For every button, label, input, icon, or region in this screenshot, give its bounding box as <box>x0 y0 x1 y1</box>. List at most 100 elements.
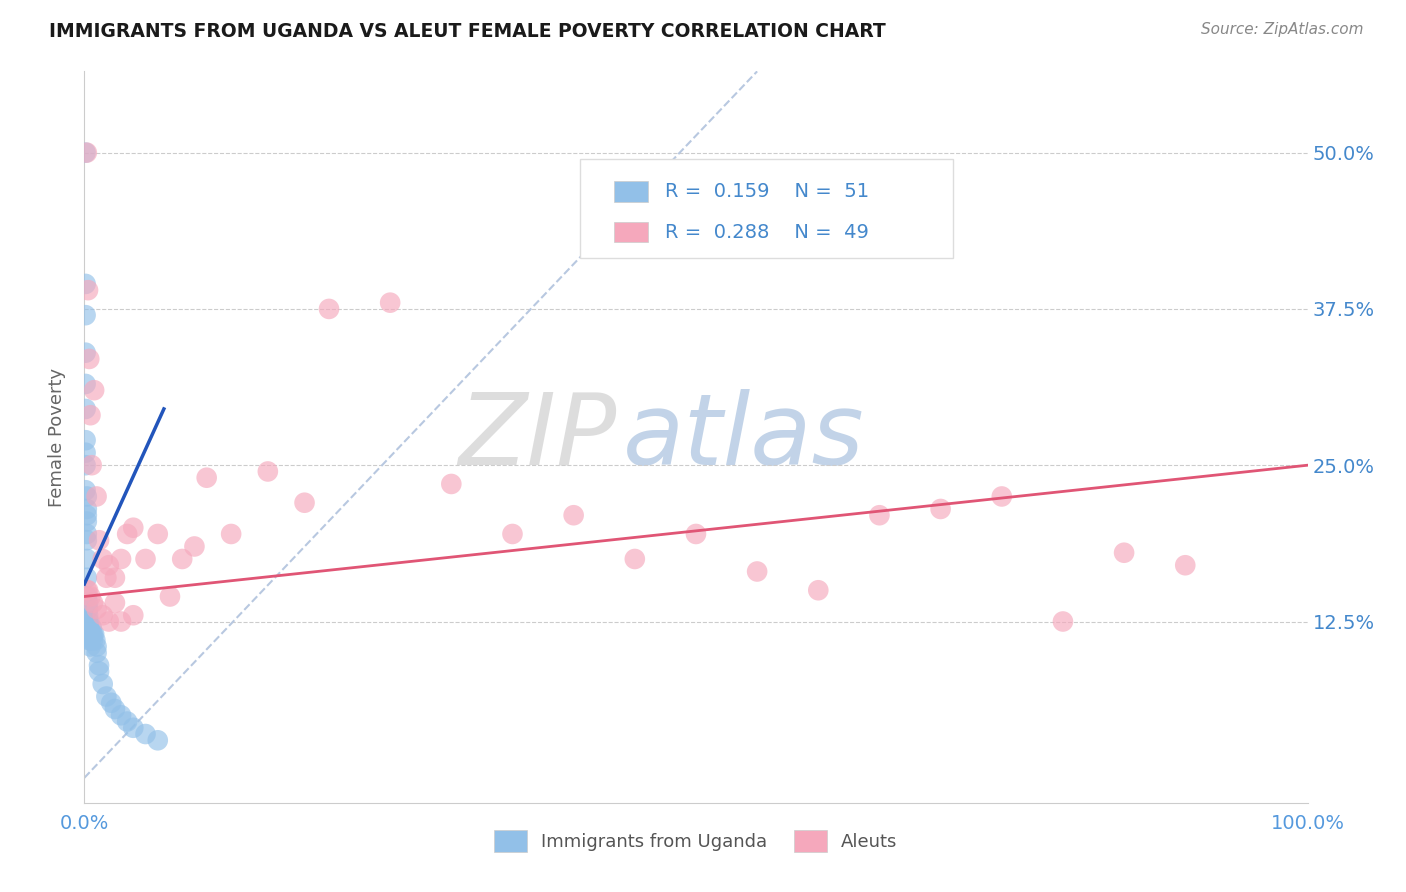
Point <box>80 458 103 473</box>
Text: IMMIGRANTS FROM UGANDA VS ALEUT FEMALE POVERTY CORRELATION CHART: IMMIGRANTS FROM UGANDA VS ALEUT FEMALE P… <box>49 22 886 41</box>
Point <box>75 401 97 416</box>
Point <box>87 533 110 548</box>
Point <box>96 571 118 585</box>
Text: R =  0.288    N =  49: R = 0.288 N = 49 <box>665 223 869 242</box>
Point <box>624 552 647 566</box>
Point <box>146 733 169 747</box>
FancyBboxPatch shape <box>614 181 648 202</box>
Point <box>294 496 316 510</box>
Point <box>77 633 100 648</box>
Point <box>75 145 97 160</box>
Legend: Immigrants from Uganda, Aleuts: Immigrants from Uganda, Aleuts <box>486 823 905 860</box>
Point <box>83 627 105 641</box>
FancyBboxPatch shape <box>579 159 953 258</box>
Point <box>380 295 402 310</box>
Point <box>685 527 707 541</box>
Point <box>86 640 108 654</box>
Point <box>77 621 100 635</box>
Point <box>76 527 98 541</box>
Point <box>440 477 463 491</box>
Point <box>77 596 100 610</box>
Point <box>135 727 157 741</box>
Point <box>91 677 114 691</box>
Point <box>122 721 145 735</box>
Text: R =  0.159    N =  51: R = 0.159 N = 51 <box>665 182 869 202</box>
Point <box>115 527 138 541</box>
Point <box>91 552 114 566</box>
Text: ZIP: ZIP <box>458 389 616 485</box>
Point <box>82 627 104 641</box>
Point <box>75 434 97 448</box>
Point <box>77 627 100 641</box>
Point <box>76 508 98 523</box>
Point <box>77 615 100 629</box>
Point <box>115 714 138 729</box>
Point <box>82 596 104 610</box>
Point <box>76 515 98 529</box>
Point <box>76 490 98 504</box>
Point <box>77 621 100 635</box>
Point <box>75 308 97 322</box>
Point <box>183 540 205 554</box>
Point <box>869 508 891 523</box>
Point <box>219 527 242 541</box>
Point <box>1174 558 1197 573</box>
Point <box>77 351 100 366</box>
Point <box>747 565 769 579</box>
Point <box>77 627 100 641</box>
Point <box>135 552 157 566</box>
Point <box>110 708 132 723</box>
Point <box>86 646 108 660</box>
Point <box>122 608 145 623</box>
Point <box>76 533 98 548</box>
Point <box>77 608 100 623</box>
Point <box>172 552 194 566</box>
Text: atlas: atlas <box>623 389 865 485</box>
Point <box>100 696 122 710</box>
Point <box>991 490 1014 504</box>
Point <box>104 702 127 716</box>
Point <box>87 665 110 679</box>
Point <box>82 633 104 648</box>
Point <box>84 633 107 648</box>
Point <box>77 615 100 629</box>
Point <box>318 301 340 316</box>
Point <box>562 508 585 523</box>
Point <box>79 590 101 604</box>
Point <box>79 408 101 422</box>
Point <box>110 615 132 629</box>
Point <box>110 552 132 566</box>
Y-axis label: Female Poverty: Female Poverty <box>48 368 66 507</box>
Point <box>97 558 120 573</box>
Point <box>1114 546 1136 560</box>
Point <box>75 376 97 391</box>
Point <box>96 690 118 704</box>
Point <box>80 621 103 635</box>
Point <box>79 633 101 648</box>
Point <box>77 283 100 297</box>
Point <box>91 608 114 623</box>
Point <box>76 145 98 160</box>
Point <box>80 627 103 641</box>
Point <box>77 602 100 616</box>
Point <box>76 552 98 566</box>
Point <box>83 383 105 397</box>
Point <box>86 490 108 504</box>
Point <box>1052 615 1074 629</box>
Point <box>76 590 98 604</box>
Point <box>75 345 97 359</box>
Point <box>75 458 97 473</box>
Point <box>75 446 97 460</box>
Point <box>79 627 101 641</box>
Point <box>87 658 110 673</box>
Point <box>122 521 145 535</box>
Point <box>104 596 127 610</box>
Point <box>502 527 524 541</box>
Point <box>929 502 952 516</box>
Point <box>76 571 98 585</box>
FancyBboxPatch shape <box>614 222 648 243</box>
Point <box>159 590 181 604</box>
Point <box>77 583 100 598</box>
Point <box>76 583 98 598</box>
Point <box>146 527 169 541</box>
